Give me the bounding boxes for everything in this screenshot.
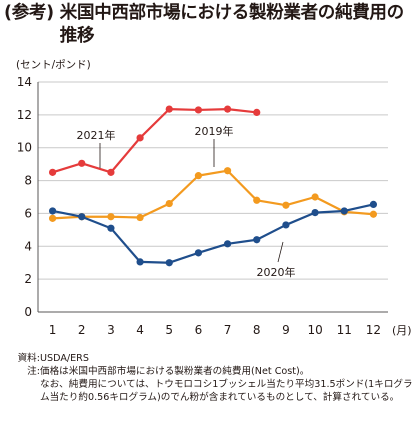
data-point-2020 <box>311 209 319 217</box>
series-line-2021 <box>52 108 257 174</box>
data-point-2021 <box>48 168 57 176</box>
data-point-2019 <box>223 167 232 175</box>
data-point-2020 <box>369 200 378 208</box>
x-tick-label: 11 <box>337 323 352 337</box>
title-text: 米国中西部市場における製粉業者の純費用の推移 <box>59 3 404 46</box>
data-point-2019 <box>48 214 57 222</box>
note-1: 注: 価格は米国中西部市場における製粉業者の純費用(Net Cost)。 <box>6 365 418 378</box>
data-point-2019 <box>311 193 319 201</box>
chart-title: (参考) 米国中西部市場における製粉業者の純費用の推移 <box>4 2 418 48</box>
x-tick-label: 6 <box>195 323 203 337</box>
data-point-2020 <box>253 236 261 244</box>
data-point-2020 <box>165 259 173 267</box>
y-tick-label: 14 <box>17 75 32 89</box>
data-point-2019 <box>194 172 203 180</box>
data-point-2020 <box>223 240 232 248</box>
data-point-2019 <box>253 196 261 204</box>
x-tick-label: 5 <box>165 323 173 337</box>
series-label-2020: 2020年 <box>257 265 296 279</box>
data-point-2020 <box>48 207 57 215</box>
footnotes: 資料: USDA/ERS 注: 価格は米国中西部市場における製粉業者の純費用(N… <box>6 352 418 404</box>
y-axis-unit-label: (セント/ポンド) <box>16 59 91 71</box>
x-tick-label: 10 <box>307 323 322 337</box>
data-point-2021 <box>194 106 203 114</box>
data-point-2019 <box>282 201 290 209</box>
x-tick-label: 8 <box>253 323 261 337</box>
x-tick-label: 3 <box>107 323 115 337</box>
data-point-2021 <box>253 108 261 116</box>
y-tick-label: 6 <box>24 206 32 220</box>
series-label-2019: 2019年 <box>195 124 234 138</box>
note-line-2: なお、純費用については、トウモロコシ1ブッシェル当たり平均31.5ポンド(1キロ… <box>40 379 413 403</box>
x-tick-label: 1 <box>49 323 57 337</box>
x-axis-unit-label: (月) <box>392 324 412 337</box>
data-point-2020 <box>282 221 290 229</box>
data-point-2020 <box>78 213 86 221</box>
title-prefix: (参考) <box>4 3 54 23</box>
data-point-2021 <box>107 168 115 176</box>
data-point-2019 <box>369 210 378 218</box>
series-line-2019 <box>52 169 374 220</box>
y-tick-label: 0 <box>24 305 32 319</box>
note-line-1: 価格は米国中西部市場における製粉業者の純費用(Net Cost)。 <box>40 366 310 377</box>
data-point-2020 <box>340 207 348 215</box>
x-tick-label: 2 <box>78 323 86 337</box>
y-tick-label: 2 <box>24 272 32 286</box>
data-point-2021 <box>136 134 144 142</box>
note-2: なお、純費用については、トウモロコシ1ブッシェル当たり平均31.5ポンド(1キロ… <box>6 378 418 404</box>
y-tick-label: 8 <box>24 174 32 188</box>
y-tick-label: 12 <box>17 108 32 122</box>
x-tick-label: 12 <box>366 323 381 337</box>
data-point-2020 <box>107 224 115 232</box>
annotation-leader-2020 <box>277 241 284 263</box>
source-label: 資料: <box>17 353 40 364</box>
data-point-2021 <box>165 105 173 113</box>
x-tick-label: 7 <box>224 323 232 337</box>
series-line-2020 <box>52 203 374 264</box>
data-point-2019 <box>136 213 144 222</box>
data-point-2020 <box>194 249 203 257</box>
data-point-2020 <box>136 258 144 266</box>
data-point-2021 <box>78 159 86 167</box>
data-point-2019 <box>107 213 115 221</box>
x-tick-label: 4 <box>136 323 144 337</box>
x-tick-label: 9 <box>282 323 290 337</box>
series-label-2021: 2021年 <box>77 128 116 142</box>
source-note: 資料: USDA/ERS <box>6 352 418 365</box>
y-tick-label: 10 <box>17 141 32 155</box>
y-tick-label: 4 <box>24 239 32 253</box>
source-text: USDA/ERS <box>40 353 89 364</box>
data-point-2019 <box>165 199 173 208</box>
data-point-2021 <box>223 105 232 113</box>
note-label: 注: <box>27 366 40 377</box>
